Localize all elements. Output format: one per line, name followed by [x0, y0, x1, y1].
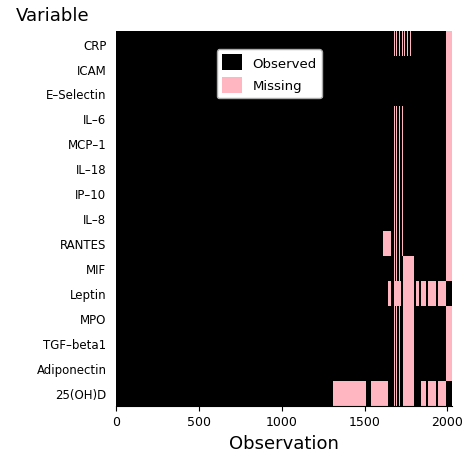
- Legend: Observed, Missing: Observed, Missing: [217, 50, 322, 99]
- Text: Variable: Variable: [16, 6, 89, 24]
- X-axis label: Observation: Observation: [229, 434, 339, 452]
